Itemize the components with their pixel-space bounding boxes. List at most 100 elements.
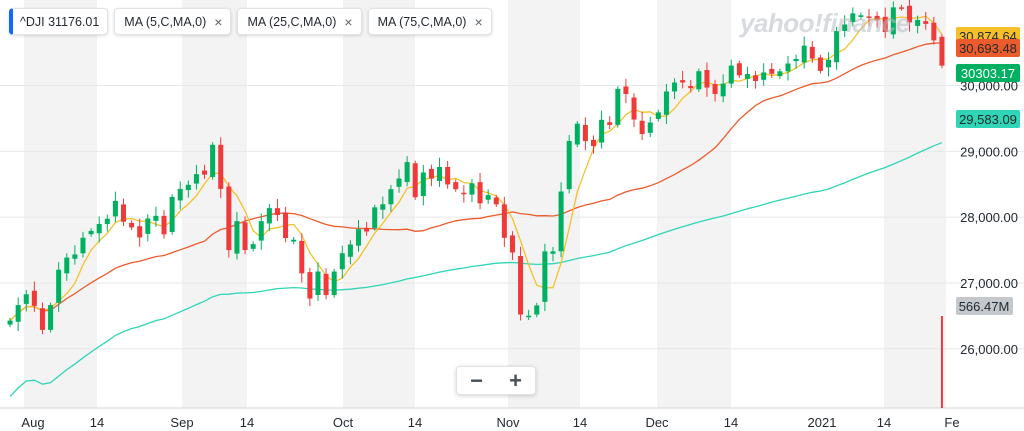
candle-body[interactable] (736, 63, 742, 76)
candle-body[interactable] (218, 144, 224, 189)
candle-body[interactable] (931, 22, 937, 41)
remove-ma75-close-icon[interactable]: × (474, 13, 483, 30)
candle-body[interactable] (688, 86, 694, 89)
candle-body[interactable] (817, 57, 823, 71)
ma75-legend-pill[interactable]: MA (75,C,MA,0) × (367, 8, 492, 35)
candle-body[interactable] (882, 16, 888, 32)
candle-body[interactable] (96, 224, 102, 234)
candle-body[interactable] (874, 15, 880, 21)
ticker-legend-pill[interactable]: ^DJI 31176.01 (9, 8, 109, 35)
candle-body[interactable] (915, 19, 921, 26)
candle-body[interactable] (477, 182, 483, 204)
candle-body[interactable] (574, 123, 580, 145)
candle-body[interactable] (639, 120, 645, 135)
candle-body[interactable] (258, 221, 264, 241)
candle-body[interactable] (769, 68, 775, 74)
candle-body[interactable] (396, 178, 402, 187)
candle-body[interactable] (445, 166, 451, 185)
candle-body[interactable] (428, 168, 434, 179)
candle-body[interactable] (720, 83, 726, 97)
candle-body[interactable] (153, 215, 159, 221)
candle-body[interactable] (193, 174, 199, 184)
candle-body[interactable] (834, 30, 840, 63)
candle-body[interactable] (48, 305, 54, 330)
candle-body[interactable] (129, 222, 135, 228)
candle-body[interactable] (404, 162, 410, 183)
candle-body[interactable] (696, 71, 702, 90)
candle-body[interactable] (712, 84, 718, 94)
candle-body[interactable] (558, 191, 564, 252)
candle-body[interactable] (307, 272, 313, 299)
candle-body[interactable] (291, 239, 297, 242)
candle-body[interactable] (31, 290, 37, 306)
candle-body[interactable] (850, 13, 856, 23)
remove-ma5-close-icon[interactable]: × (214, 13, 223, 30)
candle-body[interactable] (453, 182, 459, 190)
candle-body[interactable] (72, 254, 78, 259)
candle-body[interactable] (274, 208, 280, 216)
candle-body[interactable] (355, 229, 362, 246)
candle-body[interactable] (226, 186, 232, 251)
candle-body[interactable] (623, 86, 629, 94)
candle-body[interactable] (590, 139, 597, 147)
candle-body[interactable] (242, 222, 248, 250)
candle-body[interactable] (744, 74, 750, 79)
zoom-in-button[interactable]: + (509, 368, 522, 393)
candle-body[interactable] (655, 112, 661, 119)
candle-body[interactable] (825, 59, 832, 68)
candle-body[interactable] (542, 251, 548, 302)
candle-body[interactable] (145, 218, 151, 234)
candle-body[interactable] (372, 207, 378, 228)
candle-body[interactable] (566, 140, 572, 190)
candle-body[interactable] (704, 70, 710, 88)
candle-body[interactable] (939, 36, 945, 66)
candle-body[interactable] (663, 91, 669, 115)
candle-body[interactable] (202, 170, 208, 175)
candle-body[interactable] (501, 204, 507, 238)
candle-body[interactable] (550, 251, 556, 254)
candle-body[interactable] (801, 45, 807, 63)
candle-body[interactable] (347, 244, 353, 257)
candle-body[interactable] (672, 82, 678, 92)
candle-body[interactable] (120, 204, 127, 222)
candle-body[interactable] (23, 294, 29, 304)
candle-body[interactable] (485, 195, 491, 200)
candle-body[interactable] (761, 72, 767, 80)
candle-body[interactable] (112, 200, 118, 217)
candle-body[interactable] (169, 196, 175, 232)
candle-body[interactable] (39, 308, 45, 330)
candle-body[interactable] (266, 208, 272, 224)
candle-body[interactable] (680, 80, 686, 83)
zoom-out-button[interactable]: − (470, 368, 483, 393)
candle-body[interactable] (518, 255, 524, 315)
candle-body[interactable] (469, 183, 475, 195)
ma25-legend-pill[interactable]: MA (25,C,MA,0) × (237, 8, 362, 35)
candle-body[interactable] (283, 212, 289, 239)
candle-body[interactable] (493, 197, 499, 205)
candle-body[interactable] (412, 163, 418, 198)
candle-body[interactable] (161, 215, 167, 235)
candle-body[interactable] (631, 97, 637, 120)
candle-body[interactable] (728, 65, 734, 84)
remove-ma25-close-icon[interactable]: × (344, 13, 353, 30)
candle-body[interactable] (331, 271, 337, 296)
candle-body[interactable] (234, 221, 240, 254)
candle-body[interactable] (185, 184, 191, 191)
candle-body[interactable] (80, 237, 86, 254)
candle-body[interactable] (323, 273, 329, 296)
candle-body[interactable] (299, 240, 305, 274)
candle-body[interactable] (177, 188, 183, 201)
candle-body[interactable] (7, 320, 13, 325)
candle-body[interactable] (56, 269, 62, 303)
candle-body[interactable] (866, 16, 872, 18)
candle-body[interactable] (785, 63, 791, 72)
candle-body[interactable] (599, 119, 605, 143)
candle-body[interactable] (793, 58, 799, 62)
candle-body[interactable] (315, 271, 321, 296)
candle-body[interactable] (534, 305, 540, 315)
candle-body[interactable] (250, 244, 256, 249)
candle-body[interactable] (210, 144, 216, 178)
candle-body[interactable] (15, 305, 21, 322)
candle-body[interactable] (582, 124, 588, 142)
